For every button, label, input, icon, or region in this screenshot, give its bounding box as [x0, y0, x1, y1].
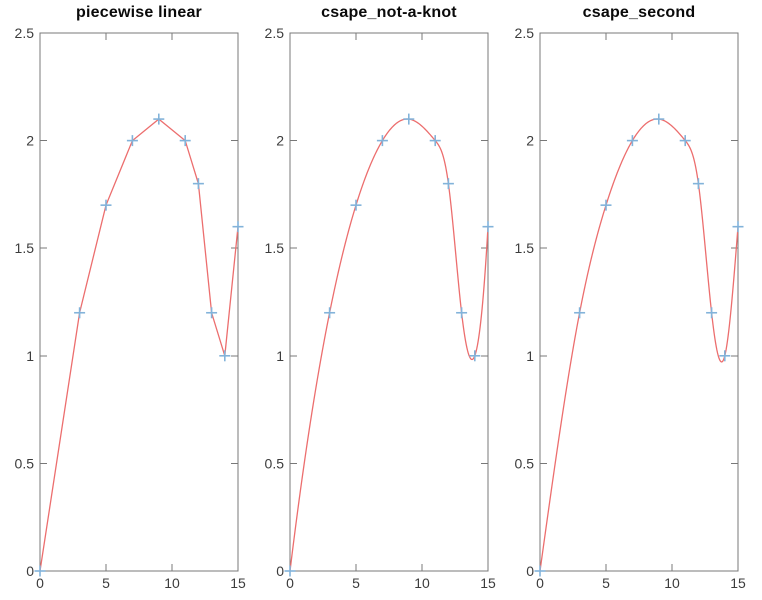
y-tick-label: 2 [526, 133, 534, 149]
x-tick-label: 5 [602, 575, 610, 591]
subplot-title-csape-not-a-knot: csape_not-a-knot [321, 4, 457, 21]
interpolation-curve [290, 118, 488, 571]
x-tick-label: 5 [102, 575, 110, 591]
data-marker [324, 307, 336, 319]
data-marker [34, 565, 46, 577]
interpolation-curve [40, 118, 238, 571]
data-marker [692, 178, 704, 190]
x-tick-label: 15 [480, 575, 496, 591]
axes-box [539, 32, 739, 572]
data-marker [126, 135, 138, 147]
x-tick-label: 10 [414, 575, 430, 591]
data-marker [574, 307, 586, 319]
x-tick-label: 10 [164, 575, 180, 591]
y-tick-label: 1.5 [265, 240, 285, 256]
data-marker [350, 199, 362, 211]
y-tick-label: 2.5 [515, 25, 535, 41]
y-tick-label: 0.5 [265, 455, 285, 471]
interpolation-curve [540, 118, 738, 571]
subplot-title-csape-second: csape_second [582, 4, 696, 21]
y-tick-label: 2.5 [265, 25, 285, 41]
y-tick-label: 0 [26, 563, 34, 579]
data-marker [192, 178, 204, 190]
y-tick-label: 0 [276, 563, 284, 579]
data-marker [469, 350, 481, 362]
x-tick-label: 15 [230, 575, 246, 591]
axes-box [289, 32, 489, 572]
data-marker [600, 199, 612, 211]
x-tick-label: 0 [286, 575, 294, 591]
y-tick-label: 1.5 [15, 240, 35, 256]
axes-box [39, 32, 239, 572]
data-markers [534, 113, 744, 577]
data-marker [232, 221, 244, 233]
y-tick-label: 2 [26, 133, 34, 149]
x-tick-label: 5 [352, 575, 360, 591]
x-tick-label: 10 [664, 575, 680, 591]
data-marker [482, 221, 494, 233]
data-marker [679, 135, 691, 147]
data-marker [100, 199, 112, 211]
data-marker [534, 565, 546, 577]
data-marker [376, 135, 388, 147]
data-marker [653, 113, 665, 125]
data-marker [626, 135, 638, 147]
subplot-spline-not-a-knot: 0 5 10 15 0 0.5 1 1.5 2 2.5 [265, 25, 496, 591]
x-tick-label: 0 [36, 575, 44, 591]
y-tick-label: 0.5 [15, 455, 35, 471]
data-marker [719, 350, 731, 362]
y-tick-label: 1.5 [515, 240, 535, 256]
data-marker [442, 178, 454, 190]
data-marker [153, 113, 165, 125]
data-markers [284, 113, 494, 577]
data-marker [429, 135, 441, 147]
data-marker [706, 307, 718, 319]
data-markers [34, 113, 244, 577]
y-tick-label: 1 [26, 348, 34, 364]
data-marker [732, 221, 744, 233]
data-marker [284, 565, 296, 577]
subplot-title-piecewise-linear: piecewise linear [76, 4, 202, 21]
data-marker [179, 135, 191, 147]
data-marker [219, 350, 231, 362]
data-marker [403, 113, 415, 125]
data-marker [456, 307, 468, 319]
y-tick-label: 0.5 [515, 455, 535, 471]
x-tick-label: 15 [730, 575, 746, 591]
subplot-spline-second: 0 5 10 15 0 0.5 1 1.5 2 2.5 [515, 25, 746, 591]
y-tick-label: 2 [276, 133, 284, 149]
x-tick-label: 0 [536, 575, 544, 591]
y-tick-label: 1 [526, 348, 534, 364]
data-marker [206, 307, 218, 319]
y-tick-label: 2.5 [15, 25, 35, 41]
data-marker [74, 307, 86, 319]
y-tick-label: 0 [526, 563, 534, 579]
subplot-linear: 0 5 10 15 0 0.5 1 1.5 2 2.5 [15, 25, 246, 591]
y-tick-label: 1 [276, 348, 284, 364]
